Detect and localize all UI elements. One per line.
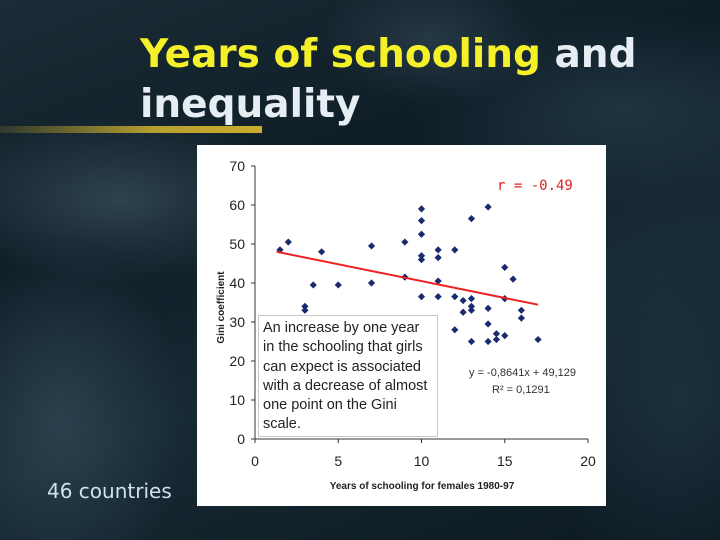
data-point [417,230,426,238]
data-point [492,330,501,338]
data-point [484,203,492,211]
data-point [484,304,492,312]
data-point [284,238,292,246]
x-axis-title: Years of schooling for females 1980-97 [330,481,515,492]
data-point [417,256,426,264]
data-point [318,248,326,256]
data-point [417,205,426,213]
data-point [492,335,501,344]
data-point [467,295,476,303]
data-point [467,215,476,223]
y-tick-label: 0 [237,431,245,447]
data-point [417,217,426,225]
y-tick-label: 20 [229,353,245,369]
data-point [459,296,467,305]
data-point [467,337,476,346]
data-point [509,275,517,283]
data-point [367,279,376,287]
data-point [517,306,525,314]
footer-countries: 46 countries [47,479,172,503]
y-tick-label: 10 [229,392,245,408]
title-underline [0,126,262,133]
chart-trend [276,250,539,306]
data-point [451,293,459,301]
data-point [451,246,459,254]
regression-equation: y = -0,8641x + 49,129 [469,367,576,379]
chart-labels: Years of schooling for females 1980-97 Gi… [216,178,576,492]
chart-axes: 0 10 20 30 40 50 60 70 0 5 10 15 20 [229,158,596,469]
data-point [517,314,525,322]
x-tick-label: 5 [334,453,342,469]
x-tick-label: 15 [497,453,513,469]
data-point [434,293,442,301]
data-point [417,293,426,301]
data-point [459,308,467,316]
y-tick-label: 50 [229,236,245,252]
data-point [434,254,442,262]
x-tick-label: 10 [414,453,430,469]
y-tick-label: 60 [229,197,245,213]
scatter-chart-svg: 0 10 20 30 40 50 60 70 0 5 10 15 20 Years of schooli… [216,158,596,492]
y-tick-label: 40 [229,275,245,291]
slide-title: Years of schooling and inequality [140,30,700,130]
title-rest: and inequality [140,32,637,127]
r-squared-label: R² = 0,1291 [492,384,550,396]
data-point [434,246,442,254]
y-tick-label: 70 [229,158,245,174]
trend-line [276,250,539,306]
data-point [451,326,459,334]
title-highlight: Years of schooling [140,32,541,77]
data-point [467,306,476,314]
data-point [501,332,509,340]
data-point [401,238,409,246]
x-tick-label: 0 [251,453,259,469]
data-point [484,337,492,346]
x-tick-label: 20 [580,453,596,469]
data-point [501,263,509,271]
data-point [484,320,492,328]
data-point [334,281,342,289]
r-value-label: r = -0.49 [497,178,573,194]
data-point [417,252,426,260]
y-tick-label: 30 [229,314,245,330]
callout-box: An increase by one year in the schooling… [258,315,438,437]
data-point [534,335,542,344]
data-point [309,281,317,289]
data-point [301,306,309,314]
y-axis-title: Gini coefficient [216,271,227,344]
data-point [367,242,376,250]
